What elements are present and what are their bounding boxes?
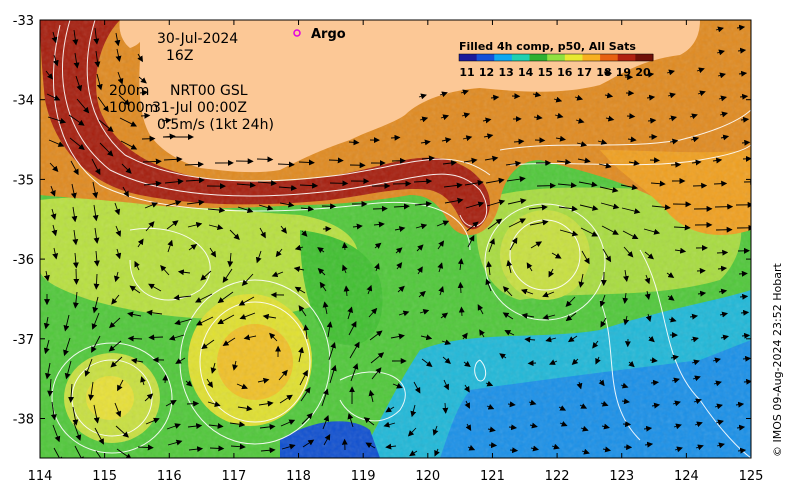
colorbar-segment (512, 54, 530, 61)
colorbar-tick-label: 20 (635, 66, 651, 79)
current-vector (460, 283, 461, 293)
y-tick-label: -37 (13, 333, 34, 348)
colorbar-tick-label: 14 (518, 66, 534, 79)
argo-label: Argo (311, 27, 346, 42)
date-label: 30-Jul-2024 (157, 31, 238, 47)
x-tick-label: 121 (480, 469, 505, 484)
colorbar-segment (565, 54, 583, 61)
current-vector (461, 307, 462, 316)
colorbar-segment (600, 54, 618, 61)
current-vector (717, 252, 727, 253)
current-vector (744, 381, 751, 382)
colorbar-segment (618, 54, 636, 61)
depth-200-label: 200m (109, 83, 149, 99)
current-vector (714, 183, 726, 184)
depth-1000-label: 1000m (109, 100, 158, 116)
colorbar-tick-label: 12 (479, 66, 494, 79)
colorbar-tick-label: 17 (577, 66, 592, 79)
colorbar-segment (494, 54, 512, 61)
hour-label: 16Z (166, 48, 193, 64)
colorbar-tick-label: 15 (538, 66, 553, 79)
x-tick-label: 115 (92, 469, 117, 484)
x-tick-label: 125 (739, 469, 764, 484)
x-tick-label: 122 (545, 469, 570, 484)
x-tick-label: 118 (286, 469, 311, 484)
colorbar-segment (547, 54, 565, 61)
x-tick-label: 114 (28, 469, 53, 484)
y-tick-label: -33 (13, 14, 34, 29)
current-vector (742, 142, 749, 143)
colorbar-tick-label: 13 (498, 66, 513, 79)
x-tick-label: 123 (609, 469, 634, 484)
current-vector (149, 337, 163, 338)
x-tick-label: 120 (415, 469, 440, 484)
colorbar (459, 54, 654, 61)
current-vector (739, 273, 747, 274)
current-vector (257, 159, 272, 160)
current-vector (391, 137, 400, 138)
current-vector (627, 116, 634, 117)
credit-label: © IMOS 09-Aug-2024 23:52 Hobart (771, 263, 784, 457)
product-label: NRT00 GSL (170, 83, 248, 99)
y-tick-label: -38 (13, 413, 34, 428)
colorbar-segment (530, 54, 548, 61)
valid-time-label: 31-Jul 00:00Z (152, 100, 247, 116)
y-tick-label: -34 (13, 94, 34, 109)
colorbar-segment (459, 54, 477, 61)
x-tick-label: 116 (157, 469, 182, 484)
current-vector (743, 358, 750, 359)
x-tick-label: 117 (221, 469, 246, 484)
colorbar-tick-label: 19 (616, 66, 631, 79)
colorbar-tick-label: 18 (596, 66, 611, 79)
y-tick-label: -35 (13, 173, 34, 188)
colorbar-segment (477, 54, 495, 61)
y-tick-label: -36 (13, 253, 34, 268)
colorbar-tick-label: 16 (557, 66, 573, 79)
colorbar-tick-label: 11 (459, 66, 474, 79)
x-tick-label: 124 (674, 469, 699, 484)
vector-scale-label: 0.5m/s (1kt 24h) (157, 117, 274, 133)
colorbar-segment (582, 54, 600, 61)
x-tick-label: 119 (351, 469, 376, 484)
current-vector (329, 160, 343, 161)
current-vector (187, 403, 198, 404)
colorbar-segment (635, 54, 653, 61)
current-vector (210, 448, 223, 449)
colorbar-title: Filled 4h comp, p50, All Sats (459, 40, 636, 53)
